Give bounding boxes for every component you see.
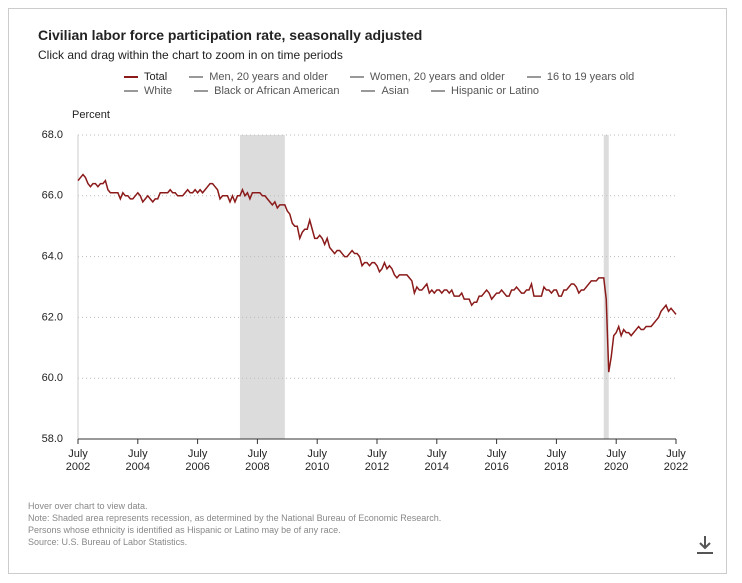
legend-label: Men, 20 years and older [209,71,328,83]
y-tick-label: 68.0 [42,129,63,141]
x-tick-label: July 2018 [544,448,569,473]
legend-swatch [361,90,376,92]
legend-label: 16 to 19 years old [546,71,635,83]
legend-swatch [431,90,445,92]
chart-subtitle: Click and drag within the chart to zoom … [38,48,343,62]
legend-label: Total [144,71,168,83]
x-tick-label: July 2006 [185,448,210,473]
note: Persons whose ethnicity is identified as… [28,525,341,535]
legend-label: Hispanic or Latino [451,85,540,97]
legend-label: White [144,85,173,97]
download-icon[interactable] [697,536,713,554]
chart-frame [8,8,727,574]
x-tick-label: July 2022 [663,448,689,473]
y-axis-label: Percent [72,109,110,121]
x-tick-label: July 2010 [304,448,330,473]
note: Source: U.S. Bureau of Labor Statistics. [28,537,188,547]
legend-item[interactable]: Men, 20 years and older [189,71,328,83]
legend-label: Women, 20 years and older [369,71,505,83]
legend: Total Men, 20 years and older Women, 20 ye… [124,71,664,97]
x-tick-label: July 2008 [245,448,270,473]
legend-item[interactable]: Total [124,71,167,83]
y-tick-label: 66.0 [42,190,63,202]
recession-band [603,135,609,439]
x-tick-label: July 2020 [603,448,629,473]
y-tick-label: 64.0 [42,251,63,263]
y-tick-label: 62.0 [42,311,63,323]
x-tick-label: July 2016 [484,448,509,473]
x-tick-label: July 2004 [125,448,151,473]
recession-band [239,135,285,439]
legend-item[interactable]: Women, 20 years and older [349,71,505,83]
y-tick-label: 60.0 [42,372,63,384]
legend-item[interactable]: Black or African American [194,85,339,97]
chart-title: Civilian labor force participation rate,… [38,27,423,43]
x-tick-label: July 2002 [65,448,91,473]
note: Hover over chart to view data. [28,501,148,511]
note: Note: Shaded area represents recession, … [28,513,442,523]
legend-label: Asian [381,85,409,97]
legend-item[interactable]: Asian [361,85,409,97]
legend-swatch [189,76,204,78]
x-tick-label: July 2014 [424,448,450,473]
legend-swatch [124,90,138,92]
legend-label: Black or African American [214,85,340,97]
notes: Hover over chart to view data. Note: Shad… [28,500,441,548]
legend-swatch [124,76,138,78]
legend-swatch [349,76,364,78]
legend-swatch [194,90,209,92]
y-tick-label: 58.0 [42,433,63,445]
legend-item[interactable]: 16 to 19 years old [526,71,635,83]
legend-item[interactable]: Hispanic or Latino [431,85,539,97]
legend-item[interactable]: White [124,85,172,97]
legend-swatch [526,76,541,78]
x-tick-label: July 2012 [364,448,390,473]
data-line [77,173,677,373]
